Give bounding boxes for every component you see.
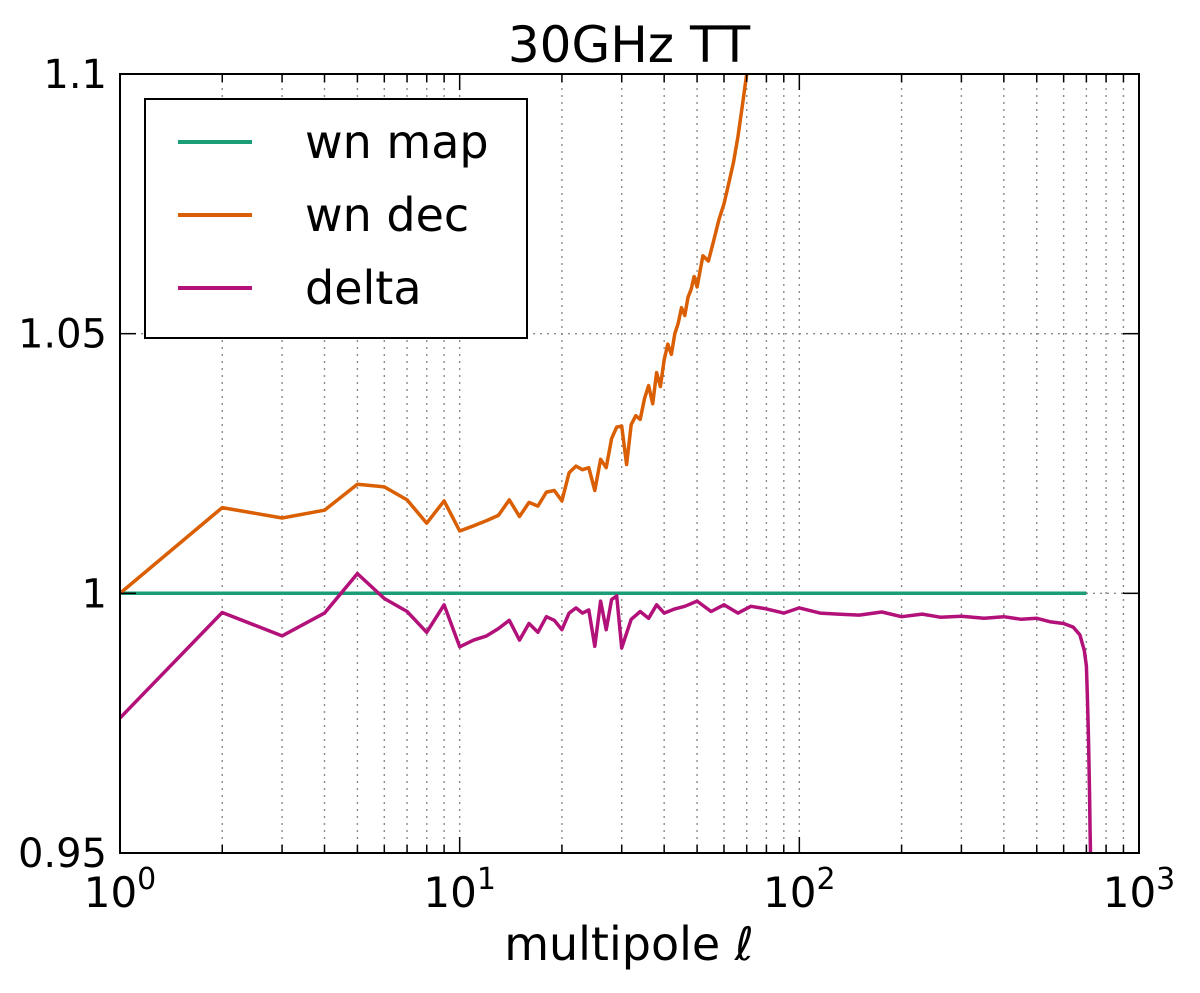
y-tick-label: 1.05: [18, 312, 107, 358]
x-tick-label-exponent: 2: [817, 862, 836, 897]
y-tick-label: 0.95: [18, 831, 107, 877]
legend-label: wn dec: [305, 188, 469, 242]
x-tick-labels: 100 101 102 103: [84, 862, 1176, 917]
y-tick-label: 1: [82, 571, 107, 617]
x-tick-label-base: 10: [1103, 868, 1156, 917]
legend-box: [144, 98, 528, 339]
x-tick-label-exponent: 1: [477, 862, 496, 897]
legend-label: delta: [305, 261, 422, 315]
x-tick-label: 100: [84, 862, 157, 917]
legend: wn map wn dec delta: [144, 98, 528, 339]
x-tick-label-base: 10: [84, 868, 137, 917]
x-tick-label: 103: [1103, 862, 1176, 917]
plot-frame: [119, 73, 1140, 854]
x-tick-label: 102: [763, 862, 836, 917]
y-tick-label: 1.1: [43, 52, 107, 98]
x-tick-label: 101: [423, 862, 496, 917]
axis-ticks: [120, 74, 1139, 853]
x-axis-label: multipole ℓ: [504, 917, 754, 971]
x-tick-label-exponent: 0: [137, 862, 156, 897]
series-line-delta: [120, 571, 1093, 853]
series-line-wn-dec: [120, 74, 749, 595]
plot-series: [120, 74, 1093, 853]
y-tick-labels: 0.95 1 1.05 1.1: [18, 52, 107, 877]
x-tick-label-base: 10: [763, 868, 816, 917]
chart-title: 30GHz TT: [508, 16, 751, 74]
x-tick-label-exponent: 3: [1156, 862, 1175, 897]
x-tick-label-base: 10: [423, 868, 476, 917]
legend-label: wn map: [305, 115, 489, 169]
